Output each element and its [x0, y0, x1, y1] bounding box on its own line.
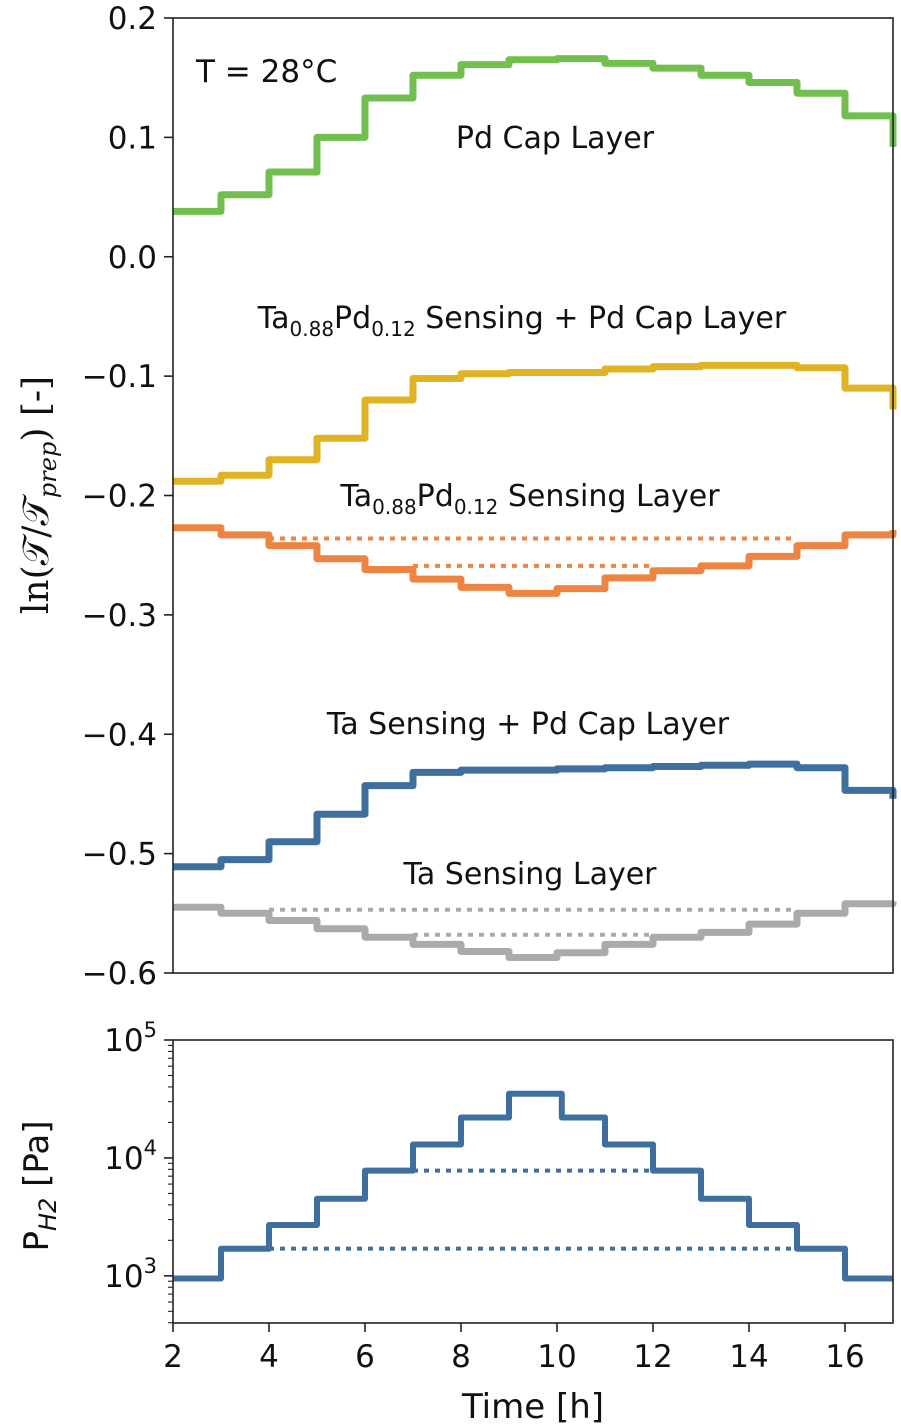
- series-label-tapd-sensing-ta: Ta: [339, 479, 372, 514]
- bottom-y-tick-label: 104: [104, 1136, 157, 1177]
- bottom-series-group: [173, 1090, 893, 1282]
- top-series-line-1: [173, 361, 897, 485]
- series-label-ta-sensing: Ta Sensing Layer: [403, 857, 658, 892]
- x-tick-label: 6: [355, 1339, 375, 1375]
- series-label-tapd-sensing: Ta0.88Pd0.12 Sensing Layer: [339, 479, 720, 519]
- top-y-ticks: 0.2 0.1 0.0 −0.1 −0.2 −0.3 −0.4 −0.5 −0.6: [82, 1, 173, 992]
- bottom-y-axis-label: PH2 [Pa]: [17, 1121, 62, 1252]
- series-label-tapd-pdcap: Ta0.88Pd0.12 Sensing + Pd Cap Layer: [257, 301, 787, 341]
- x-tick-label: 4: [259, 1339, 279, 1375]
- top-series-line-2: [173, 524, 897, 597]
- series-label-tapd-pdcap-sub1: 0.88: [290, 317, 335, 341]
- bottom-x-ticks: 2 4 6 8 10 12 14 16: [163, 1323, 865, 1375]
- pressure-series-line: [173, 1090, 893, 1282]
- bottom-y-tick-base: 10: [104, 1141, 143, 1177]
- top-y-tick-label: −0.3: [82, 598, 157, 634]
- bottom-y-tick-exponent: 3: [144, 1254, 157, 1278]
- top-y-tick-label: 0.0: [108, 240, 157, 276]
- series-label-tapd-pdcap-rest: Sensing + Pd Cap Layer: [416, 301, 787, 336]
- temperature-annotation: T = 28°C: [195, 54, 337, 90]
- series-label-tapd-pdcap-ta: Ta: [257, 301, 290, 336]
- bottom-y-axis-label-sub: H2: [34, 1198, 62, 1231]
- series-label-tapd-sensing-sub2: 0.12: [454, 495, 499, 519]
- series-label-tapd-pdcap-sub2: 0.12: [371, 317, 416, 341]
- x-tick-label: 14: [729, 1339, 768, 1375]
- top-series-group: [173, 55, 897, 961]
- top-y-tick-label: 0.2: [108, 1, 157, 37]
- x-tick-label: 12: [633, 1339, 672, 1375]
- top-y-axis-label-sub: prep: [34, 442, 62, 498]
- series-label-pd-cap: Pd Cap Layer: [456, 121, 655, 156]
- x-tick-label: 8: [451, 1339, 471, 1375]
- top-y-axis-label: ln(𝒯/𝒯prep) [-]: [16, 376, 62, 614]
- series-label-tapd-sensing-pd: Pd: [417, 479, 454, 514]
- series-label-tapd-sensing-rest: Sensing Layer: [498, 479, 720, 514]
- top-y-axis-label-main: ln(𝒯/𝒯: [16, 494, 57, 614]
- top-y-tick-label: −0.5: [82, 837, 157, 873]
- top-series-line-4: [173, 900, 897, 961]
- bottom-y-tick-exponent: 5: [144, 1018, 157, 1042]
- top-series-line-0: [173, 55, 897, 215]
- bottom-y-tick-exponent: 4: [144, 1136, 157, 1160]
- top-series-line-3: [173, 760, 897, 871]
- top-y-tick-label: −0.1: [82, 359, 157, 395]
- top-y-axis-label-tail: ) [-]: [16, 376, 57, 442]
- bottom-y-tick-label: 105: [104, 1018, 157, 1059]
- series-label-tapd-sensing-sub1: 0.88: [372, 495, 417, 519]
- x-tick-label: 10: [537, 1339, 576, 1375]
- top-y-tick-label: −0.2: [82, 479, 157, 515]
- series-label-tapd-pdcap-pd: Pd: [334, 301, 371, 336]
- bottom-y-tick-base: 10: [104, 1023, 143, 1059]
- bottom-plot-frame: [172, 1039, 894, 1324]
- x-tick-label: 16: [825, 1339, 864, 1375]
- bottom-y-axis-label-p: P: [17, 1231, 57, 1252]
- top-panel: 0.2 0.1 0.0 −0.1 −0.2 −0.3 −0.4 −0.5 −0.6 T = 28…: [16, 1, 897, 992]
- top-y-tick-label: 0.1: [108, 120, 157, 156]
- x-tick-label: 2: [163, 1339, 183, 1375]
- top-y-tick-label: −0.6: [82, 956, 157, 992]
- bottom-y-axis-label-rest: [Pa]: [17, 1121, 57, 1198]
- series-label-ta-pdcap: Ta Sensing + Pd Cap Layer: [326, 707, 730, 742]
- bottom-y-tick-label: 103: [104, 1254, 157, 1295]
- top-y-tick-label: −0.4: [82, 717, 157, 753]
- bottom-y-tick-base: 10: [104, 1259, 143, 1295]
- x-axis-label: Time [h]: [461, 1387, 604, 1425]
